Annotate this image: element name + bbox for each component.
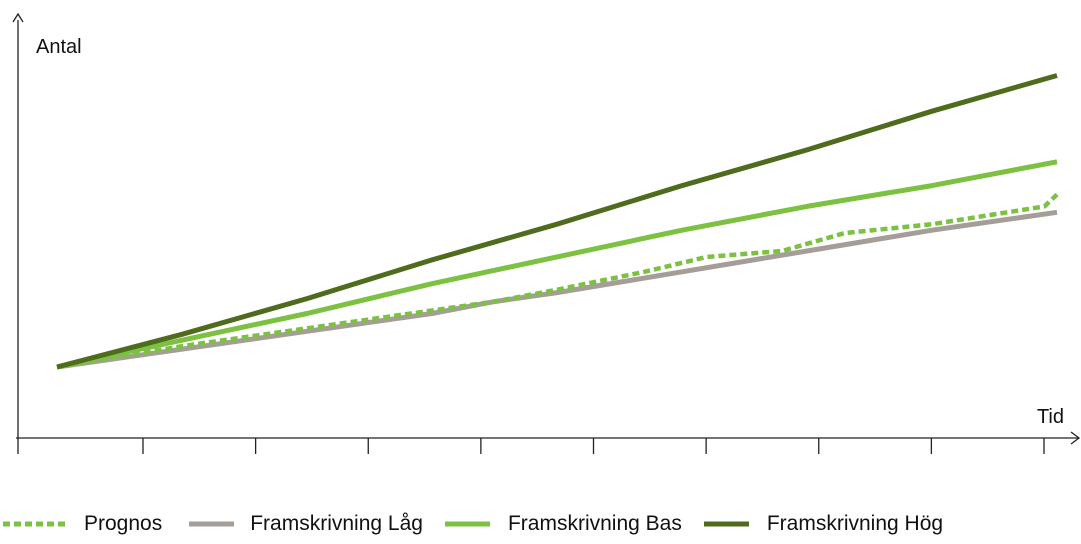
y-axis-arrow <box>12 12 24 23</box>
legend: Prognos Framskrivning Låg Framskrivning … <box>0 506 1081 542</box>
legend-swatch-framskrivning-lag <box>189 521 235 527</box>
series-line-framskrivning-bas <box>56 159 1058 370</box>
axes <box>12 12 1081 454</box>
x-axis-arrow <box>1070 431 1081 445</box>
legend-label-framskrivning-hog: Framskrivning Hög <box>766 512 944 535</box>
legend-item-framskrivning-lag: Framskrivning Låg <box>189 512 423 536</box>
series-group <box>56 73 1059 370</box>
line-chart: Antal Tid <box>12 12 1081 454</box>
legend-label-framskrivning-lag: Framskrivning Låg <box>250 512 423 535</box>
legend-swatch-framskrivning-hog <box>703 521 749 527</box>
x-axis-ticks <box>142 438 1045 454</box>
legend-label-framskrivning-bas: Framskrivning Bas <box>507 512 682 535</box>
legend-item-prognos: Prognos <box>0 512 162 536</box>
legend-swatch-framskrivning-bas <box>444 521 490 527</box>
x-axis-label: Tid <box>1037 406 1064 428</box>
legend-label-prognos: Prognos <box>84 512 163 535</box>
legend-item-framskrivning-hog: Framskrivning Hög <box>703 512 944 536</box>
series-line-framskrivning-hog <box>56 73 1058 370</box>
legend-item-framskrivning-bas: Framskrivning Bas <box>444 512 682 536</box>
series-line-prognos <box>56 192 1059 370</box>
legend-swatch-prognos <box>3 521 68 527</box>
y-axis-label: Antal <box>36 36 82 58</box>
